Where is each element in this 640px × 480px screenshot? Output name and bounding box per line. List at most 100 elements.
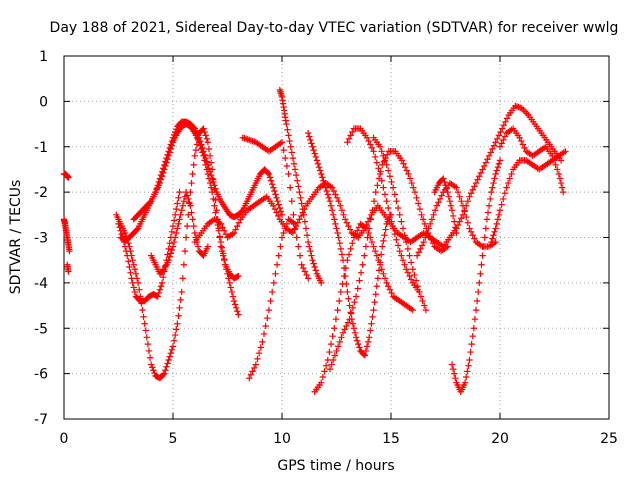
data-point: [449, 365, 457, 373]
data-point: [396, 211, 403, 219]
data-point: [307, 247, 314, 255]
data-point: [362, 243, 370, 250]
data-point: [277, 243, 284, 250]
data-point: [128, 275, 135, 282]
data-point: [164, 360, 171, 367]
data-point: [375, 165, 382, 172]
data-point: [314, 160, 322, 167]
data-point: [352, 293, 360, 300]
data-point: [482, 225, 490, 232]
data-point: [379, 243, 386, 250]
data-point: [183, 192, 191, 199]
data-point: [456, 218, 463, 225]
data-point: [415, 200, 422, 207]
data-point: [298, 261, 305, 268]
data-point: [371, 153, 379, 161]
data-point: [331, 352, 339, 359]
data-point: [170, 238, 178, 246]
data-point: [205, 175, 213, 182]
data-point: [474, 176, 481, 183]
data-point: [179, 202, 187, 209]
data-point: [380, 270, 387, 277]
data-point: [187, 202, 194, 209]
data-point: [398, 218, 405, 225]
data-point: [235, 272, 242, 280]
data-point: [167, 250, 175, 257]
data-point: [267, 297, 274, 305]
series-t10: [239, 134, 312, 282]
data-point: [168, 142, 176, 149]
data-point: [268, 288, 276, 296]
y-tick-label: 1: [39, 49, 48, 65]
data-point: [229, 293, 237, 300]
data-point: [316, 167, 324, 174]
data-point: [167, 350, 175, 357]
data-point: [180, 198, 188, 205]
data-point: [343, 219, 351, 226]
data-point: [422, 306, 430, 314]
data-point: [500, 195, 507, 203]
data-point: [308, 140, 315, 147]
data-point: [218, 244, 226, 251]
data-point: [413, 252, 421, 259]
data-point: [478, 261, 485, 268]
x-tick-label: 20: [491, 431, 509, 447]
data-point: [224, 270, 231, 277]
data-point: [371, 298, 378, 306]
data-point: [469, 232, 476, 239]
data-point: [217, 238, 225, 246]
data-point: [399, 256, 407, 264]
data-point: [343, 322, 350, 330]
data-point: [347, 132, 354, 139]
data-point: [436, 195, 444, 203]
data-point: [321, 368, 328, 375]
data-point: [177, 296, 184, 304]
data-point: [385, 204, 392, 212]
y-tick-label: -7: [34, 412, 48, 428]
data-point: [195, 139, 203, 146]
data-point: [322, 184, 329, 191]
data-point: [373, 252, 381, 259]
data-point: [176, 188, 183, 196]
data-point: [188, 209, 195, 216]
data-point: [202, 161, 209, 169]
data-point: [347, 245, 354, 253]
data-point: [415, 249, 422, 256]
data-point: [283, 162, 291, 170]
data-point: [116, 224, 123, 231]
data-point: [276, 204, 284, 212]
data-point: [234, 222, 241, 230]
data-point: [200, 125, 207, 132]
data-point: [491, 175, 498, 182]
data-point: [165, 256, 172, 264]
data-point: [299, 205, 306, 213]
data-point: [445, 193, 452, 200]
data-point: [247, 371, 255, 378]
data-point: [191, 229, 198, 237]
data-point: [129, 279, 136, 287]
data-point: [166, 253, 173, 260]
data-point: [376, 143, 384, 150]
data-point: [560, 188, 567, 196]
data-point: [345, 295, 352, 302]
data-point: [381, 232, 388, 239]
data-point: [309, 256, 316, 264]
data-point: [326, 365, 334, 373]
data-point: [201, 157, 208, 164]
data-point: [413, 194, 420, 201]
data-point: [407, 259, 415, 266]
data-point: [448, 207, 456, 214]
data-point: [164, 156, 171, 163]
data-point: [167, 145, 175, 153]
data-point: [170, 337, 178, 344]
data-point: [355, 340, 362, 348]
data-point: [185, 211, 192, 219]
data-point: [331, 325, 338, 332]
data-point: [368, 320, 375, 327]
data-point: [423, 229, 431, 237]
data-point: [182, 234, 190, 241]
data-point: [190, 161, 197, 169]
data-point: [426, 233, 433, 240]
x-tick-label: 0: [60, 431, 69, 447]
